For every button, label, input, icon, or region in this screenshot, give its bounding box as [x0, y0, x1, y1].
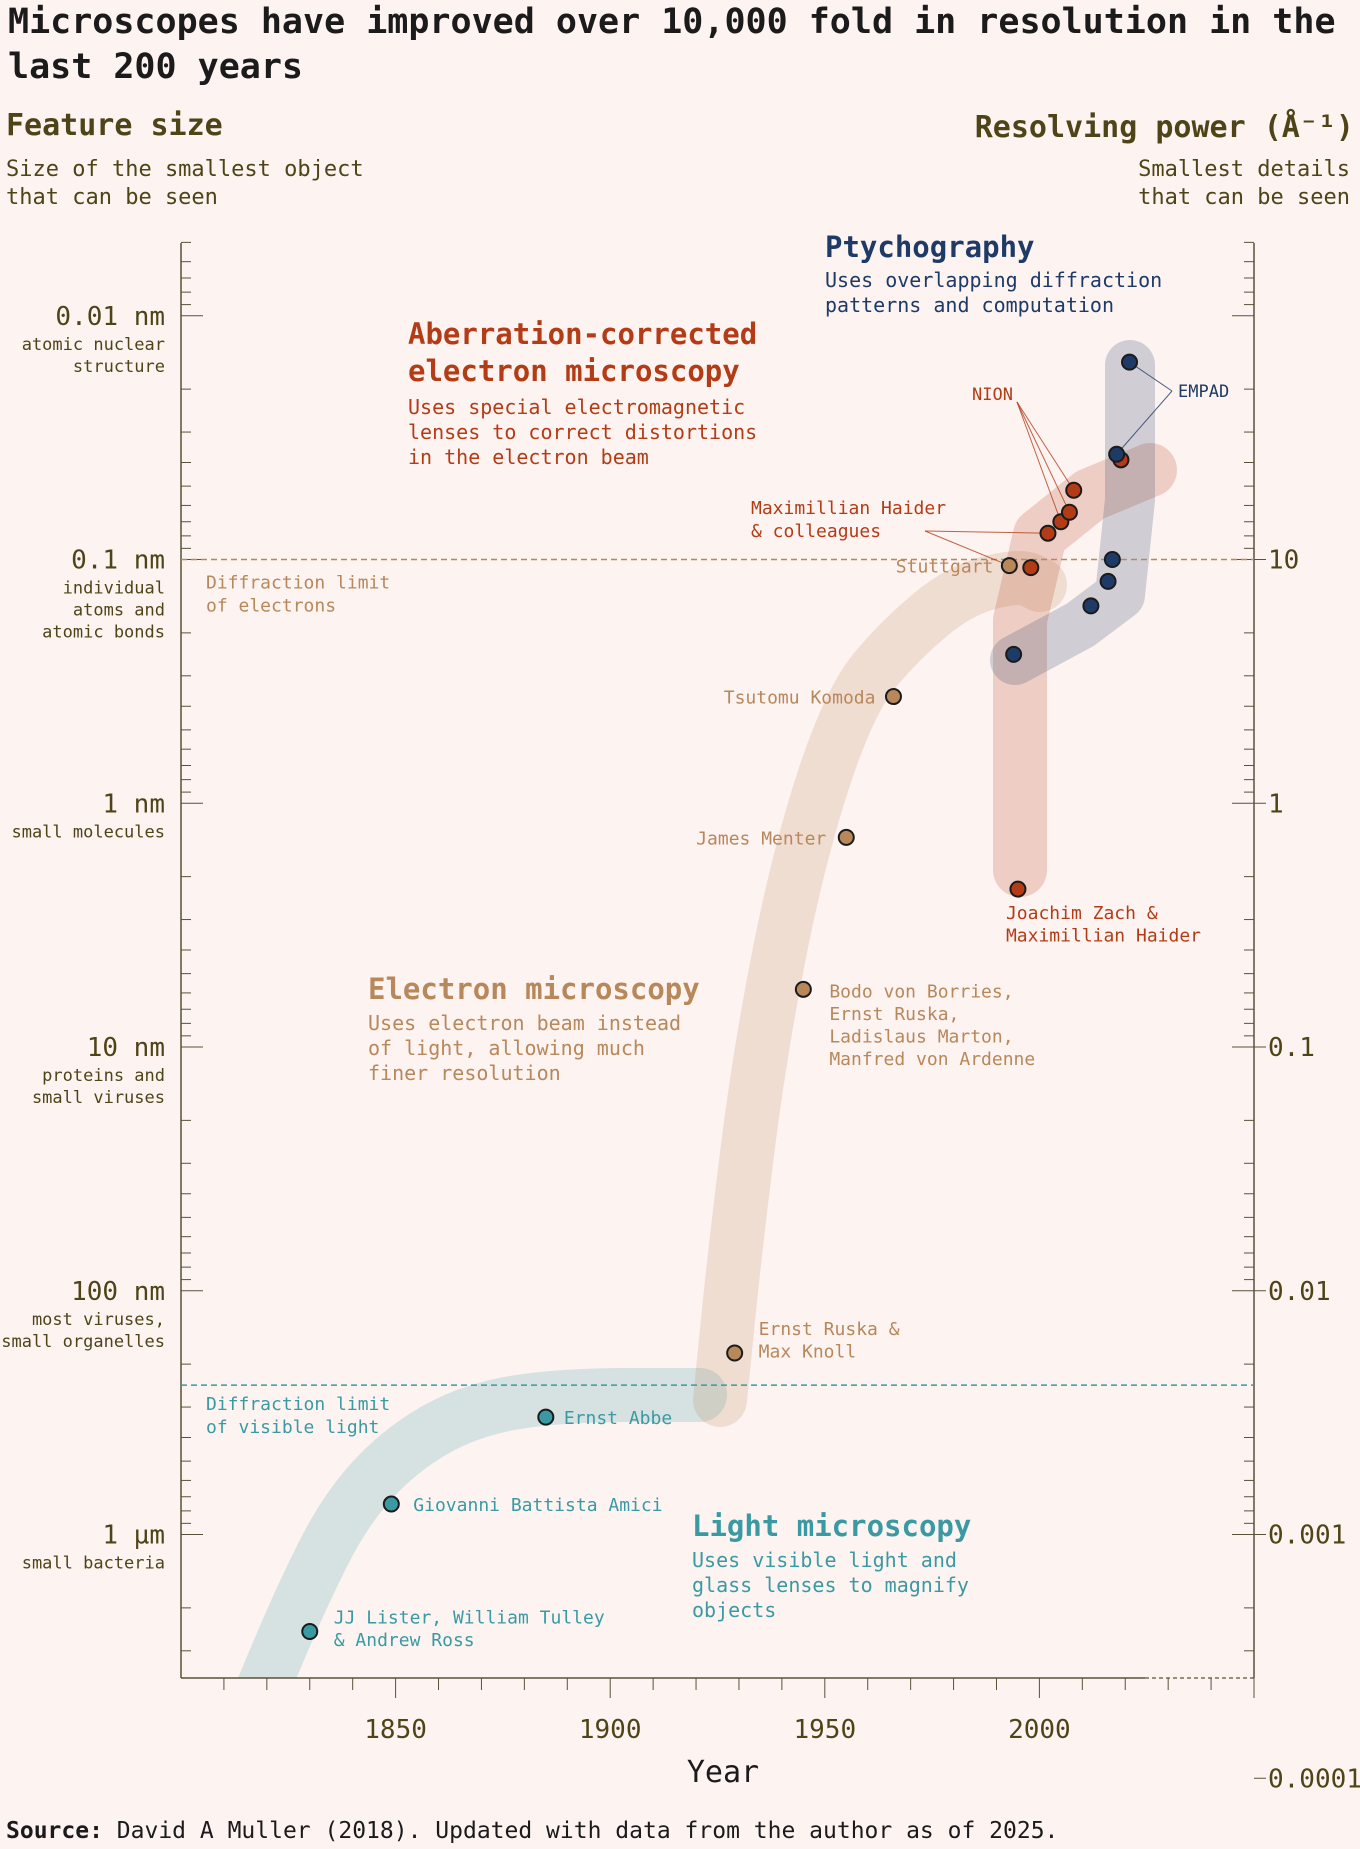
light-point-label: JJ Lister, William Tulley & Andrew Ross — [334, 1607, 605, 1651]
electron-point-label: Ernst Ruska & Max Knoll — [759, 1319, 900, 1363]
ptycho-data-point — [1103, 551, 1121, 568]
right-tick-label: 0.01 — [1268, 1277, 1331, 1307]
light-data-point — [301, 1622, 319, 1640]
electron-data-point — [726, 1344, 744, 1362]
chart-title: Microscopes have improved over 10,000 fo… — [8, 2, 1336, 87]
source-note: Source: David A Muller (2018). Updated w… — [6, 1818, 1058, 1844]
ptycho-data-point — [1099, 572, 1117, 590]
light-data-point — [537, 1408, 555, 1426]
x-tick-label: 1950 — [793, 1715, 856, 1745]
left-tick-label: 10 nm — [87, 1033, 165, 1063]
aberration-title: Aberration-corrected electron microscopy — [408, 317, 757, 388]
left-tick-label: 1 µm — [102, 1521, 165, 1551]
electron-data-point — [794, 980, 812, 998]
annotation-leader-line — [1129, 361, 1173, 392]
left-tick-description: most viruses, small organelles — [1, 1310, 165, 1352]
left-tick-description: individual atoms and atomic bonds — [42, 579, 165, 643]
right-tick-label: 10 — [1268, 546, 1299, 576]
annotation-leader-line — [924, 530, 1048, 534]
aberration-data-point — [1009, 880, 1027, 898]
annotation-leader-line — [1016, 401, 1070, 513]
source-text: David A Muller (2018). Updated with data… — [116, 1818, 1059, 1844]
aberration-description: Uses special electromagnetic lenses to co… — [408, 395, 757, 469]
electron-data-point — [1000, 557, 1018, 575]
ptycho-data-point — [1082, 597, 1100, 615]
electron-microscopy-title: Electron microscopy — [368, 972, 700, 1006]
left-tick-description: small bacteria — [22, 1554, 165, 1574]
light-diffraction-limit-label: Diffraction limit of visible light — [206, 1394, 390, 1438]
left-tick-description: atomic nuclear structure — [22, 335, 165, 377]
electron-point-label: Tsutomu Komoda — [724, 688, 876, 709]
light-microscopy-band — [237, 1368, 727, 1678]
aberration-point-label: Joachim Zach & Maximillian Haider — [1006, 903, 1201, 947]
annotation-leader-line — [1016, 401, 1075, 491]
ptycho-data-point — [1108, 445, 1126, 463]
x-tick-label: 2000 — [1008, 1715, 1071, 1745]
annotation-leader-line — [1016, 401, 1062, 522]
left-axis-title: Feature size — [6, 108, 223, 143]
electron-data-point — [837, 828, 855, 846]
right-tick-label: 0.001 — [1268, 1521, 1346, 1551]
electron-diffraction-limit-label: Diffraction limit of electrons — [206, 573, 390, 617]
electron-microscopy-band — [693, 551, 1067, 1427]
left-tick-label: 1 nm — [102, 789, 165, 819]
electron-point-label: James Menter — [696, 828, 826, 849]
x-axis-title: Year — [687, 1755, 759, 1790]
right-tick-label: 0.1 — [1268, 1033, 1315, 1063]
right-axis-subtitle: Smallest details that can be seen — [1138, 157, 1350, 210]
x-tick-label: 1850 — [364, 1715, 427, 1745]
annotation-leader-line — [1116, 390, 1173, 455]
left-tick-label: 0.01 nm — [55, 302, 165, 332]
ptychography-title: Ptychography — [825, 230, 1035, 264]
right-axis-title: Resolving power (Å⁻¹) — [974, 110, 1354, 145]
light-microscopy-description: Uses visible light and glass lenses to ma… — [692, 1548, 969, 1622]
left-tick-description: small molecules — [11, 822, 165, 842]
left-tick-label: 0.1 nm — [71, 546, 165, 576]
aberration-data-point — [1060, 503, 1078, 521]
electron-data-point — [884, 688, 902, 706]
light-point-label: Giovanni Battista Amici — [413, 1495, 662, 1516]
aberration-data-point — [1065, 481, 1083, 499]
aberration-data-point — [1022, 559, 1040, 577]
ptychography-band — [990, 340, 1155, 685]
haider-colleagues-annotation: Maximillian Haider & colleagues — [751, 498, 946, 542]
empad-annotation: EMPAD — [1178, 382, 1229, 402]
left-axis-subtitle: Size of the smallest object that can be … — [6, 157, 364, 210]
ptycho-data-point — [1121, 353, 1139, 371]
right-tick-label: 0.0001 — [1268, 1764, 1360, 1794]
annotation-leader-line — [924, 530, 1010, 567]
ptychography-description: Uses overlapping diffraction patterns and… — [825, 268, 1162, 317]
nion-annotation: NION — [972, 385, 1013, 405]
left-tick-label: 100 nm — [71, 1277, 165, 1307]
electron-point-label: Stuttgart — [896, 557, 994, 578]
right-tick-label: 1 — [1268, 789, 1284, 819]
aberration-data-point — [1039, 524, 1057, 542]
left-tick-description: proteins and small viruses — [32, 1066, 165, 1108]
electron-point-label: Bodo von Borries, Ernst Ruska, Ladislaus M… — [829, 981, 1035, 1070]
light-data-point — [382, 1495, 400, 1513]
source-label: Source: — [6, 1818, 103, 1844]
ptycho-data-point — [1005, 645, 1023, 663]
x-tick-label: 1900 — [579, 1715, 642, 1745]
light-point-label: Ernst Abbe — [564, 1408, 672, 1429]
electron-microscopy-description: Uses electron beam instead of light, allo… — [368, 1011, 681, 1085]
light-microscopy-title: Light microscopy — [692, 1509, 971, 1543]
